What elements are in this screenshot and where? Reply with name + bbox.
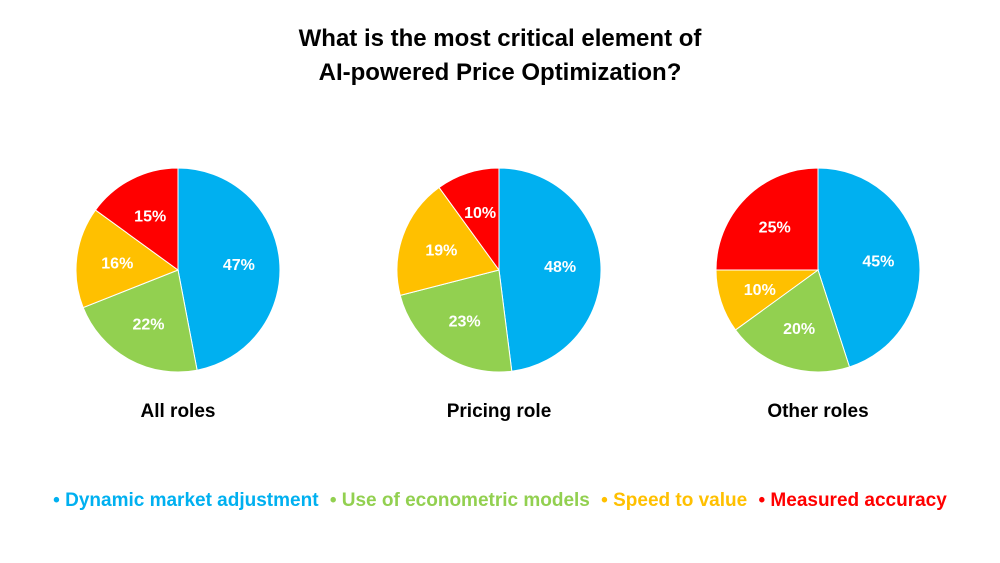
legend-label: Measured accuracy xyxy=(770,490,947,511)
pie-slice-dynamic-market-adjustment xyxy=(817,167,921,368)
pie-slice-measured-accuracy xyxy=(94,167,179,271)
slice-data-label: 19% xyxy=(425,242,457,259)
slice-data-label: 15% xyxy=(134,209,166,226)
legend: • Dynamic market adjustment • Use of eco… xyxy=(0,490,1000,512)
legend-item-dynamic-market-adjustment: • Dynamic market adjustment xyxy=(53,490,319,511)
pie-slice-econometric-models xyxy=(82,269,198,373)
legend-item-measured-accuracy: • Measured accuracy xyxy=(758,490,947,511)
slice-data-label: 10% xyxy=(464,205,496,222)
slice-data-label: 20% xyxy=(783,321,815,338)
pie-slice-econometric-models xyxy=(399,269,513,373)
legend-label: Use of econometric models xyxy=(341,490,590,511)
pie-chart-3: 45% 20% 10% 25% Other roles xyxy=(715,167,921,422)
legend-item-econometric-models: • Use of econometric models xyxy=(329,490,590,511)
slice-data-label: 47% xyxy=(223,257,255,274)
pie-slice-dynamic-market-adjustment xyxy=(177,167,281,371)
pie-caption: Other roles xyxy=(767,401,868,422)
pie-slice-speed-to-value xyxy=(396,186,500,296)
slice-data-label: 25% xyxy=(759,220,791,237)
slice-data-label: 48% xyxy=(544,259,576,276)
pie-caption: Pricing role xyxy=(447,401,552,422)
legend-label: Dynamic market adjustment xyxy=(65,490,319,511)
slice-data-label: 16% xyxy=(101,255,133,272)
slice-data-label: 45% xyxy=(862,253,894,270)
slice-data-label: 22% xyxy=(132,317,164,334)
pie-slice-measured-accuracy xyxy=(438,167,500,272)
slice-data-label: 10% xyxy=(744,282,776,299)
pie-slice-dynamic-market-adjustment xyxy=(498,167,602,372)
legend-label: Speed to value xyxy=(613,490,748,511)
slice-data-label: 23% xyxy=(449,314,481,331)
chart-title: What is the most critical element of AI-… xyxy=(0,22,1000,90)
pie-slice-speed-to-value xyxy=(75,209,180,309)
pie-slice-measured-accuracy xyxy=(715,167,819,271)
pie-chart-1: 47% 22% 16% 15% All roles xyxy=(75,167,281,422)
legend-item-speed-to-value: • Speed to value xyxy=(601,490,748,511)
chart-title-line-1: What is the most critical element of xyxy=(298,25,702,52)
pie-chart-2: 48% 23% 19% 10% Pricing role xyxy=(396,167,602,422)
chart-title-line-2: AI-powered Price Optimization? xyxy=(318,59,682,86)
pie-caption: All roles xyxy=(141,401,216,422)
pie-slice-econometric-models xyxy=(734,269,851,373)
